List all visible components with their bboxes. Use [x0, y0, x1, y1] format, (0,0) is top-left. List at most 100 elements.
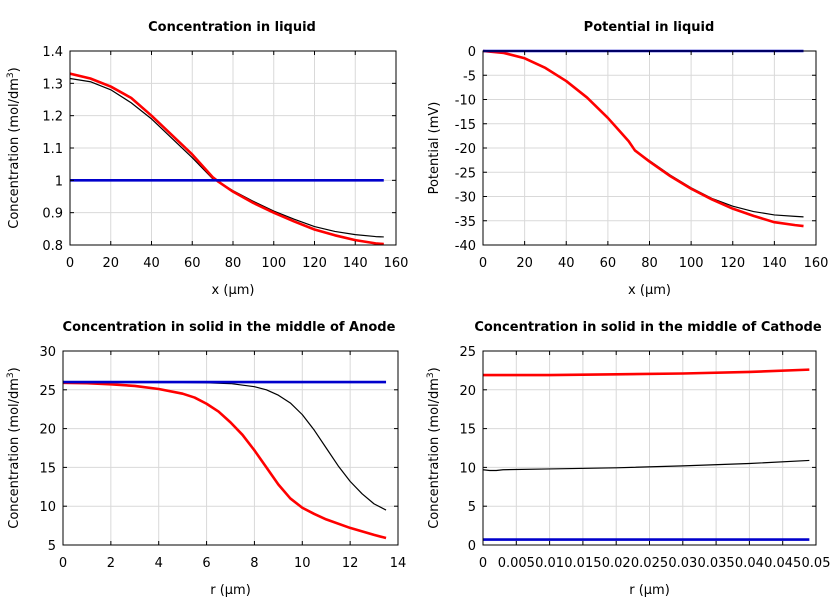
x-tick-label: 60 [600, 256, 617, 271]
x-tick-label: 40 [143, 256, 160, 271]
y-axis-label-main: Potential (mV) [427, 102, 442, 195]
x-axis-label: x (µm) [212, 283, 255, 298]
x-tick-label: 120 [720, 256, 745, 271]
x-tick-label: 80 [225, 256, 242, 271]
x-tick-label: 160 [804, 256, 829, 271]
series-line-red [483, 49, 804, 228]
y-tick-label: 5 [48, 539, 56, 554]
chart-panel-3: 0 2 4 6 8 10 12 14 5 10 15 20 25 30 Concentration in s… [6, 320, 406, 598]
y-tick-label: -40 [455, 239, 476, 254]
x-tick-label: 0.035 [697, 556, 734, 571]
y-tick-label: -10 [455, 94, 476, 109]
chart-panel-2: 0 20 40 60 80 100 120 140 160 -40 -35 -30 -25 -20 -15 -… [427, 20, 828, 298]
x-tick-label: 60 [184, 256, 201, 271]
y-tick-label: 0 [468, 539, 476, 554]
x-tick-label: 12 [342, 556, 359, 571]
x-tick-label: 40 [558, 256, 575, 271]
y-tick-label: 5 [468, 500, 476, 515]
y-axis-label: Concentration (mol/dm3) [6, 67, 22, 229]
x-tick-label: 0.025 [631, 556, 668, 571]
y-tick-label: 10 [459, 461, 476, 476]
y-tick-label: 30 [39, 345, 56, 360]
x-tick-label: 0.01 [535, 556, 564, 571]
x-tick-label: 20 [516, 256, 533, 271]
x-tick-label: 140 [343, 256, 368, 271]
y-axis-label-sup: 3 [426, 372, 436, 378]
chart-panel-1: 0 20 40 60 80 100 120 140 160 0.8 0.9 1 1.1 1.2 1.3 1.4… [6, 20, 408, 298]
y-tick-label: 25 [459, 345, 476, 360]
y-axis-label-sup: 3 [6, 372, 16, 378]
y-tick-label: 10 [39, 500, 56, 515]
y-axis-label-end: ) [427, 367, 442, 372]
x-tick-label: 0.03 [668, 556, 697, 571]
series-line-black [483, 459, 810, 472]
x-tick-label: 100 [679, 256, 704, 271]
y-axis-label-main: Concentration (mol/dm [7, 78, 22, 229]
y-tick-label: 0.9 [42, 207, 63, 222]
x-tick-label: 0.045 [764, 556, 801, 571]
y-tick-label: 1.1 [42, 142, 63, 157]
x-tick-label: 0.05 [802, 556, 831, 571]
x-tick-label: 4 [155, 556, 163, 571]
x-tick-label: 8 [250, 556, 258, 571]
chart-title: Concentration in solid in the middle of … [474, 320, 822, 335]
y-axis-label-main: Concentration (mol/dm [427, 378, 442, 529]
x-tick-label: 120 [302, 256, 327, 271]
y-tick-label: -20 [455, 142, 476, 157]
x-tick-label: 20 [102, 256, 119, 271]
chart-title: Concentration in solid in the middle of … [63, 320, 396, 335]
y-tick-label: -25 [455, 166, 476, 181]
series-line-black [483, 50, 804, 218]
y-tick-label: 20 [459, 384, 476, 399]
series-line-red [483, 368, 810, 377]
y-tick-label: -5 [463, 69, 476, 84]
x-tick-label: 2 [107, 556, 115, 571]
x-tick-label: 0.04 [735, 556, 764, 571]
x-tick-label: 0 [479, 256, 487, 271]
x-tick-label: 0 [479, 556, 487, 571]
y-tick-label: 1 [55, 174, 63, 189]
x-tick-label: 10 [294, 556, 311, 571]
y-axis-label: Potential (mV) [427, 102, 442, 195]
x-tick-label: 6 [202, 556, 210, 571]
x-tick-label: 0.015 [564, 556, 601, 571]
series-line-black [63, 381, 387, 511]
plot-frame [62, 350, 399, 546]
x-tick-label: 100 [261, 256, 286, 271]
chart-panel-4: 0 0.005 0.01 0.015 0.02 0.025 0.03 0.035 0.04 0.0… [426, 320, 830, 598]
y-tick-label: -30 [455, 191, 476, 206]
x-tick-label: 14 [390, 556, 407, 571]
y-tick-label: 15 [39, 461, 56, 476]
x-tick-label: 0.02 [602, 556, 631, 571]
y-tick-label: 15 [459, 423, 476, 438]
x-tick-label: 0.005 [498, 556, 535, 571]
y-tick-label: 1.4 [42, 45, 63, 60]
x-tick-label: 140 [762, 256, 787, 271]
y-axis-label: Concentration (mol/dm3) [6, 367, 22, 529]
y-tick-label: -35 [455, 215, 476, 230]
y-axis-label-end: ) [7, 367, 22, 372]
series-line-red [63, 381, 387, 540]
chart-title: Concentration in liquid [148, 20, 316, 35]
series-line-red [70, 72, 384, 246]
x-axis-label: r (µm) [210, 583, 251, 598]
x-tick-label: 160 [384, 256, 409, 271]
y-tick-label: 20 [39, 423, 56, 438]
chart-title: Potential in liquid [584, 20, 715, 35]
y-axis-label-end: ) [7, 67, 22, 72]
y-axis-label: Concentration (mol/dm3) [426, 367, 442, 529]
x-axis-label: r (µm) [629, 583, 670, 598]
x-tick-label: 80 [641, 256, 658, 271]
y-tick-label: 1.3 [42, 77, 63, 92]
y-tick-label: 1.2 [42, 110, 63, 125]
y-tick-label: 25 [39, 384, 56, 399]
x-tick-label: 0 [59, 556, 67, 571]
y-axis-label-sup: 3 [6, 72, 16, 78]
y-tick-label: -15 [455, 118, 476, 133]
y-tick-label: 0.8 [42, 239, 63, 254]
y-tick-label: 0 [468, 45, 476, 60]
x-tick-label: 0 [66, 256, 74, 271]
x-axis-label: x (µm) [628, 283, 671, 298]
y-axis-label-main: Concentration (mol/dm [7, 378, 22, 529]
